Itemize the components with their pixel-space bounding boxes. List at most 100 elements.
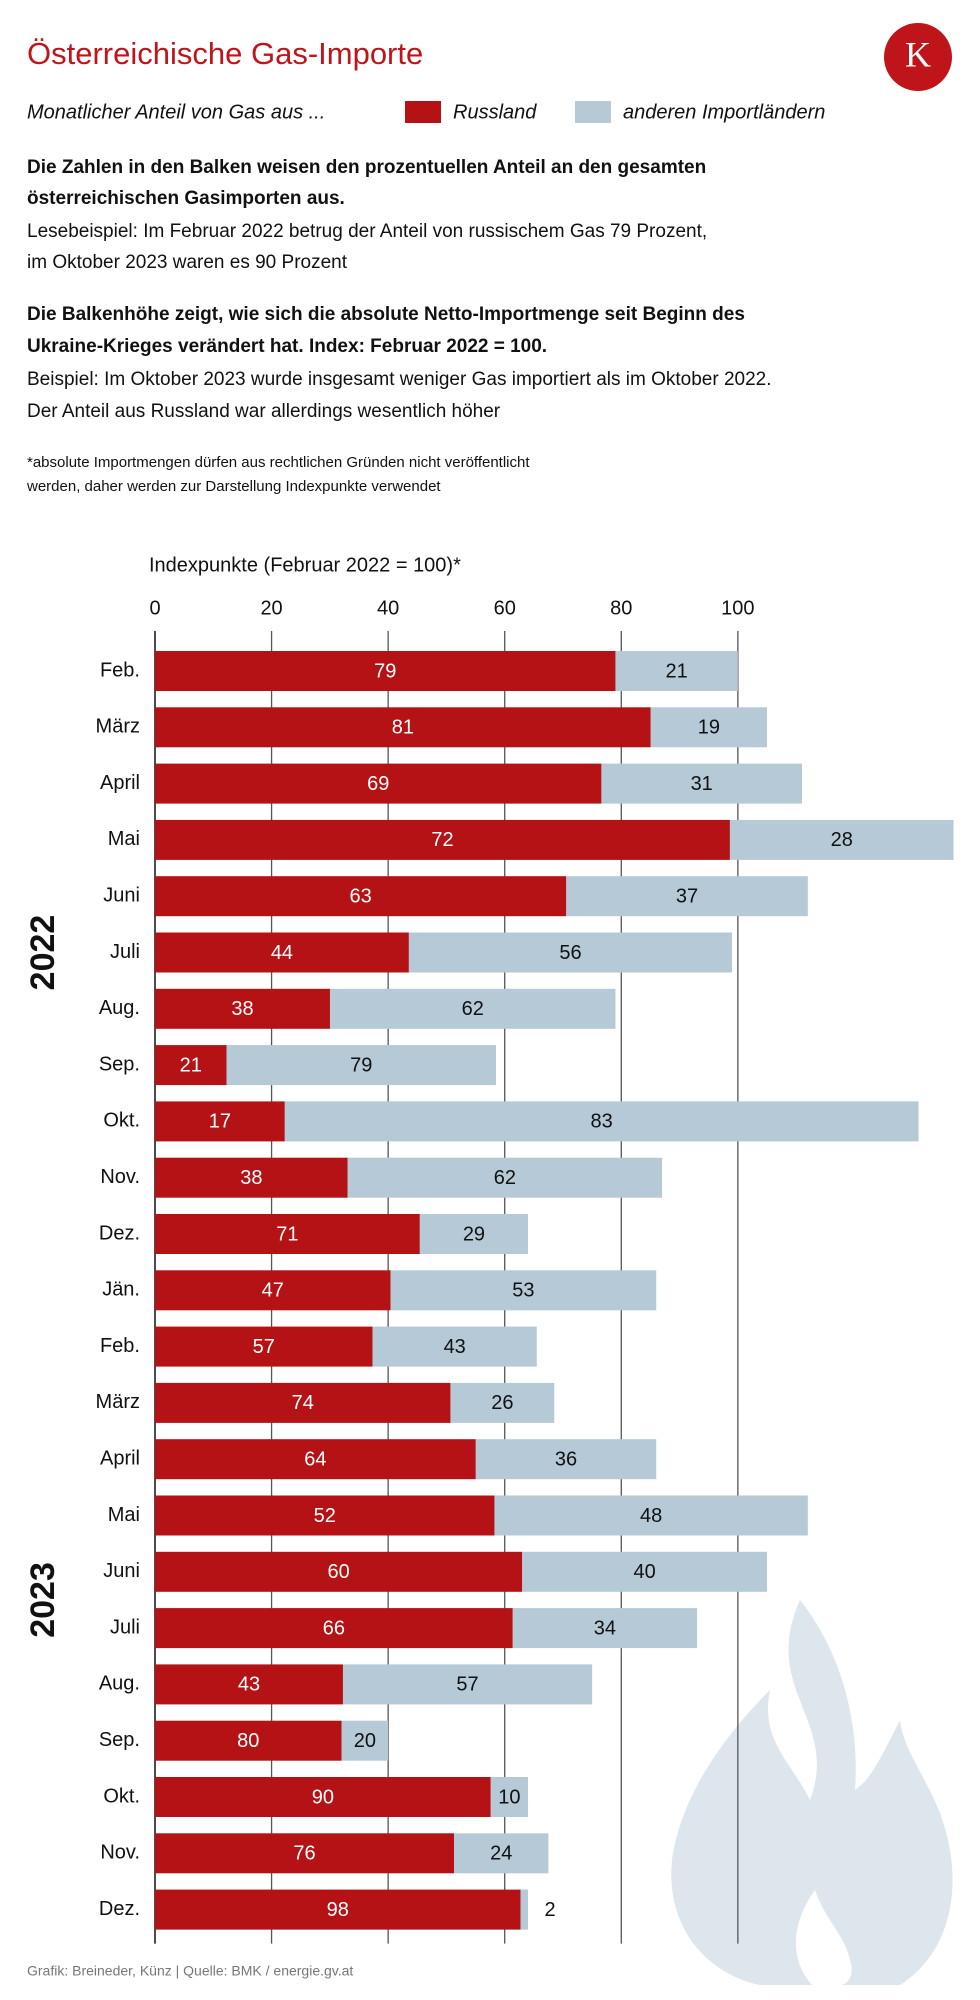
x-tick-label: 60 xyxy=(494,597,516,619)
y-tick-label: Jän. xyxy=(102,1279,140,1301)
bar-segment xyxy=(155,763,602,804)
bar-segment xyxy=(155,932,409,973)
bar-segment xyxy=(155,1608,513,1649)
bar-segment xyxy=(155,1777,491,1817)
bar-segment xyxy=(522,1551,767,1592)
data-label: 38 xyxy=(231,998,253,1020)
bar-segment xyxy=(347,1157,663,1198)
title: Österreichische Gas-Importe xyxy=(27,36,423,71)
y-tick-label: Okt. xyxy=(103,1785,140,1807)
bar-segment xyxy=(155,876,567,917)
year-label: 2023 xyxy=(24,1562,62,1638)
note-bold: Ukraine-Krieges verändert hat. Index: Fe… xyxy=(27,336,547,357)
legend-intro: Monatlicher Anteil von Gas aus ... xyxy=(27,101,325,123)
bar-segment xyxy=(155,1214,420,1254)
data-label: 81 xyxy=(392,717,414,739)
data-label: 56 xyxy=(559,942,581,964)
data-label: 29 xyxy=(463,1223,485,1245)
data-label: 34 xyxy=(594,1617,616,1639)
y-tick-label: Sep. xyxy=(99,1729,140,1751)
y-tick-label: Sep. xyxy=(99,1053,140,1075)
bar-segment xyxy=(155,1101,285,1142)
bar-segment xyxy=(155,1382,451,1423)
bar-segment xyxy=(155,1664,343,1705)
x-axis-label: Indexpunkte (Februar 2022 = 100)* xyxy=(149,554,461,576)
bar-segment xyxy=(155,1889,521,1930)
y-tick-label: Dez. xyxy=(99,1898,140,1920)
bar-segment xyxy=(284,1101,919,1142)
bar-segment xyxy=(155,1326,373,1367)
data-label: 62 xyxy=(494,1167,516,1189)
note: Beispiel: Im Oktober 2023 wurde insgesam… xyxy=(27,369,772,390)
y-tick-label: Mai xyxy=(108,828,140,850)
data-label: 2 xyxy=(544,1899,555,1921)
bar-segment xyxy=(490,1777,529,1817)
bar-segment xyxy=(155,1270,391,1311)
legend-swatch xyxy=(575,101,611,123)
bar-segment xyxy=(372,1326,537,1367)
data-label: 21 xyxy=(666,660,688,682)
data-label: 66 xyxy=(323,1617,345,1639)
bar-segment xyxy=(601,763,802,804)
data-label: 62 xyxy=(462,998,484,1020)
note-bold: Die Zahlen in den Balken weisen den proz… xyxy=(27,157,706,178)
x-tick-label: 20 xyxy=(260,597,282,619)
logo: K xyxy=(905,34,931,74)
y-tick-label: April xyxy=(100,1447,140,1469)
y-tick-label: Aug. xyxy=(99,1673,140,1695)
y-tick-label: Mai xyxy=(108,1504,140,1526)
y-tick-label: Feb. xyxy=(100,1335,140,1357)
plot: 0 20 40 60 80 100 Feb. 79 21 März 81 19 April 69 31 Mai… xyxy=(24,597,954,1944)
footnote: werden, daher werden zur Darstellung Ind… xyxy=(26,478,441,495)
bar-segment xyxy=(155,1045,227,1086)
data-label: 44 xyxy=(271,942,293,964)
data-label: 79 xyxy=(374,660,396,682)
bar-segment xyxy=(155,819,730,860)
data-label: 64 xyxy=(304,1448,326,1470)
data-label: 19 xyxy=(698,717,720,739)
note: Der Anteil aus Russland war allerdings w… xyxy=(27,401,501,422)
year-label: 2022 xyxy=(24,915,62,991)
bar-segment xyxy=(566,876,808,917)
data-label: 24 xyxy=(490,1843,512,1865)
data-label: 43 xyxy=(444,1336,466,1358)
bar-segment xyxy=(155,1833,455,1874)
source: Grafik: Breineder, Künz | Quelle: BMK / … xyxy=(27,1963,353,1979)
legend-label: Russland xyxy=(453,101,537,123)
y-tick-label: März xyxy=(96,716,140,738)
data-label: 57 xyxy=(253,1336,275,1358)
bar-segment xyxy=(650,707,767,748)
data-label: 20 xyxy=(354,1730,376,1752)
bar-segment xyxy=(494,1495,808,1536)
bar-segment xyxy=(390,1270,657,1311)
y-tick-label: Juni xyxy=(103,884,140,906)
data-label: 90 xyxy=(312,1786,334,1808)
data-label: 40 xyxy=(633,1561,655,1583)
bar-segment xyxy=(419,1214,529,1254)
bar-segment xyxy=(342,1664,593,1705)
y-tick-label: Okt. xyxy=(103,1110,140,1132)
y-tick-label: Nov. xyxy=(100,1842,140,1864)
data-label: 28 xyxy=(831,829,853,851)
bar-segment xyxy=(454,1833,549,1874)
bar-segment xyxy=(475,1439,657,1480)
data-label: 69 xyxy=(367,773,389,795)
bar-segment xyxy=(226,1045,496,1086)
data-label: 43 xyxy=(238,1674,260,1696)
y-tick-label: Juli xyxy=(110,941,140,963)
x-tick-label: 0 xyxy=(149,597,160,619)
data-label: 71 xyxy=(276,1223,298,1245)
y-tick-label: Juni xyxy=(103,1560,140,1582)
note-bold: österreichischen Gasimporten aus. xyxy=(27,188,345,209)
legend: Russland anderen Importländern xyxy=(405,101,825,123)
bar-segment xyxy=(341,1720,389,1761)
data-label: 80 xyxy=(237,1730,259,1752)
data-label: 72 xyxy=(431,829,453,851)
legend-swatch xyxy=(405,101,441,123)
bar-segment xyxy=(155,1495,495,1536)
y-tick-label: Dez. xyxy=(99,1222,140,1244)
flame-decoration xyxy=(671,1600,953,1985)
bar-segment xyxy=(729,819,954,860)
note-bold: Die Balkenhöhe zeigt, wie sich die absol… xyxy=(27,304,745,325)
data-label: 98 xyxy=(327,1899,349,1921)
